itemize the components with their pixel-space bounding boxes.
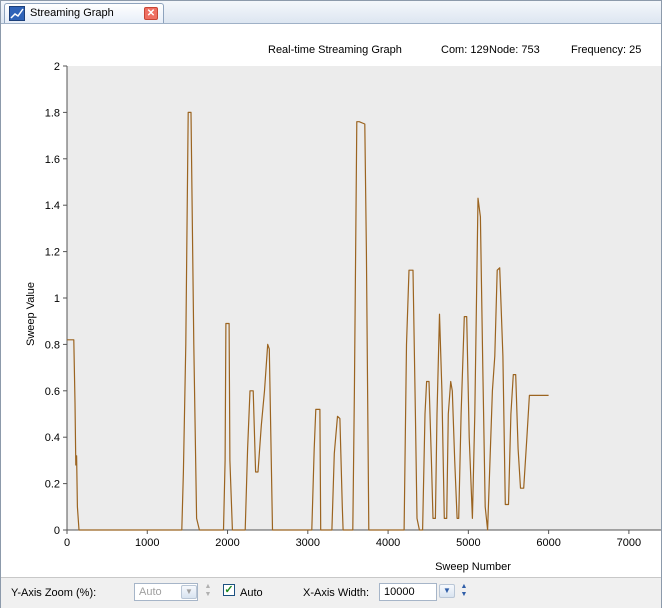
tab-label: Streaming Graph	[30, 7, 114, 19]
x-tick-label: 5000	[456, 537, 480, 549]
x-tick-label: 0	[64, 537, 70, 549]
x-tick-label: 4000	[376, 537, 400, 549]
y-axis-zoom-value: Auto	[139, 586, 162, 598]
auto-label: Auto	[240, 587, 263, 599]
tab-streaming-graph[interactable]: Streaming Graph ✕	[4, 3, 164, 23]
close-icon[interactable]: ✕	[144, 7, 158, 20]
y-tick-label: 0.4	[45, 432, 60, 444]
x-axis-width-select[interactable]: 10000	[379, 583, 437, 601]
y-tick-label: 1	[54, 293, 60, 305]
x-tick-label: 1000	[135, 537, 159, 549]
auto-checkbox[interactable]: ✓	[223, 584, 235, 596]
y-axis-zoom-select[interactable]: Auto ▼	[134, 583, 198, 601]
y-tick-label: 1.4	[45, 200, 60, 212]
y-tick-label: 0.6	[45, 386, 60, 398]
x-width-spinner-icon[interactable]: ▲ ▼	[460, 583, 468, 598]
frequency-readout: Frequency: 25	[571, 44, 642, 56]
y-tick-label: 1.2	[45, 247, 60, 259]
controls-bar: Y-Axis Zoom (%): Auto ▼ ▲ ▼ ✓ Auto X-Axis…	[1, 577, 661, 608]
y-axis-label: Sweep Value	[25, 282, 37, 346]
chevron-down-icon[interactable]: ▼	[181, 585, 197, 599]
y-tick-label: 0.8	[45, 339, 60, 351]
x-tick-label: 2000	[215, 537, 239, 549]
x-tick-label: 3000	[296, 537, 320, 549]
y-tick-label: 0	[54, 525, 60, 537]
y-tick-label: 0.2	[45, 479, 60, 491]
series-layer	[67, 111, 549, 531]
streaming-plot: 0 0.2 0.4 0.6 0.8 1 1.2 1.4 1.6 1.8 2 0 1000 2000 3000…	[25, 61, 661, 573]
plot-background	[67, 66, 661, 530]
x-axis-width-label: X-Axis Width:	[303, 587, 370, 599]
x-tick-label: 7000	[617, 537, 641, 549]
x-tick-label: 6000	[536, 537, 560, 549]
graph-tab-icon	[9, 6, 25, 21]
y-zoom-spinner-icon[interactable]: ▲ ▼	[204, 583, 212, 598]
x-axis-width-value: 10000	[384, 586, 415, 598]
y-tick-label: 1.6	[45, 154, 60, 166]
chevron-down-icon[interactable]: ▼	[439, 584, 455, 598]
com-readout: Com: 129	[441, 44, 489, 56]
y-tick-label: 2	[54, 61, 60, 73]
graph-title: Real-time Streaming Graph	[268, 44, 402, 56]
axes: 0 0.2 0.4 0.6 0.8 1 1.2 1.4 1.6 1.8 2 0 1000 2000 3000…	[45, 61, 661, 549]
y-axis-zoom-label: Y-Axis Zoom (%):	[11, 587, 97, 599]
y-tick-label: 1.8	[45, 107, 60, 119]
graph-area: Real-time Streaming Graph Com: 129 Node:…	[1, 24, 661, 576]
node-readout: Node: 753	[489, 44, 540, 56]
series-line-0	[67, 111, 549, 531]
x-axis-label: Sweep Number	[435, 561, 511, 573]
tab-bar: Streaming Graph ✕	[1, 1, 661, 24]
